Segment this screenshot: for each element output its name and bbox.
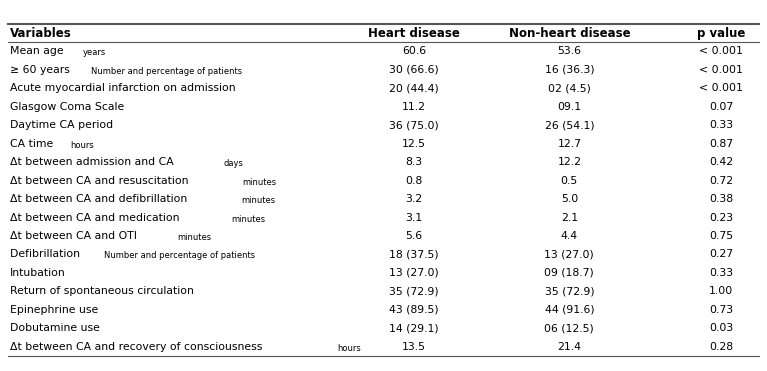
Text: minutes: minutes [177, 233, 211, 242]
Text: Δt between CA and recovery of consciousness: Δt between CA and recovery of consciousn… [0, 370, 1, 371]
Text: 0.33: 0.33 [709, 120, 733, 130]
Text: 0.27: 0.27 [709, 249, 733, 259]
Text: 09.1: 09.1 [558, 102, 581, 112]
Text: 0.75: 0.75 [709, 231, 733, 241]
Text: Number and percentage of patients: Number and percentage of patients [104, 252, 255, 260]
Text: Δt between CA and resuscitation: Δt between CA and resuscitation [10, 175, 193, 186]
Text: Δt between admission and CA: Δt between admission and CA [0, 370, 1, 371]
Text: 11.2: 11.2 [402, 102, 426, 112]
Text: 3.2: 3.2 [405, 194, 423, 204]
Text: < 0.001: < 0.001 [700, 46, 743, 56]
Text: days: days [224, 159, 244, 168]
Text: Variables: Variables [10, 27, 72, 40]
Text: Intubation: Intubation [10, 268, 66, 278]
Text: 35 (72.9): 35 (72.9) [545, 286, 594, 296]
Text: 12.7: 12.7 [558, 139, 581, 149]
Text: 02 (4.5): 02 (4.5) [548, 83, 591, 93]
Text: 8.3: 8.3 [405, 157, 423, 167]
Text: 0.8: 0.8 [405, 175, 423, 186]
Text: Heart disease: Heart disease [368, 27, 459, 40]
Text: Non-heart disease: Non-heart disease [509, 27, 630, 40]
Text: hours: hours [337, 344, 360, 353]
Text: 0.28: 0.28 [709, 342, 733, 352]
Text: Acute myocardial infarction on admission: Acute myocardial infarction on admission [10, 83, 236, 93]
Text: 2.1: 2.1 [561, 213, 578, 223]
Text: years: years [83, 49, 107, 58]
Text: 12.5: 12.5 [402, 139, 426, 149]
Text: 18 (37.5): 18 (37.5) [389, 249, 439, 259]
Text: 21.4: 21.4 [558, 342, 581, 352]
Text: < 0.001: < 0.001 [700, 65, 743, 75]
Text: 13 (27.0): 13 (27.0) [389, 268, 439, 278]
Text: Δt between CA and medication: Δt between CA and medication [10, 213, 183, 223]
Text: Δt between CA and recovery of consciousness: Δt between CA and recovery of consciousn… [10, 342, 266, 352]
Text: Daytime CA period: Daytime CA period [10, 120, 114, 130]
Text: 35 (72.9): 35 (72.9) [389, 286, 439, 296]
Text: p value: p value [697, 27, 746, 40]
Text: 09 (18.7): 09 (18.7) [545, 268, 594, 278]
Text: minutes: minutes [231, 214, 265, 224]
Text: 60.6: 60.6 [402, 46, 426, 56]
Text: 0.07: 0.07 [709, 102, 733, 112]
Text: Δt between CA and defibrillation: Δt between CA and defibrillation [0, 370, 1, 371]
Text: Number and percentage of patients: Number and percentage of patients [91, 67, 242, 76]
Text: 16 (36.3): 16 (36.3) [545, 65, 594, 75]
Text: ≥ 60 years: ≥ 60 years [10, 65, 74, 75]
Text: 13 (27.0): 13 (27.0) [545, 249, 594, 259]
Text: 3.1: 3.1 [405, 213, 423, 223]
Text: hours: hours [70, 141, 94, 150]
Text: Δt between CA and defibrillation: Δt between CA and defibrillation [10, 194, 191, 204]
Text: Return of spontaneous circulation: Return of spontaneous circulation [10, 286, 194, 296]
Text: 53.6: 53.6 [558, 46, 581, 56]
Text: 30 (66.6): 30 (66.6) [389, 65, 439, 75]
Text: 0.87: 0.87 [709, 139, 733, 149]
Text: 26 (54.1): 26 (54.1) [545, 120, 594, 130]
Text: Glasgow Coma Scale: Glasgow Coma Scale [10, 102, 124, 112]
Text: 5.6: 5.6 [405, 231, 423, 241]
Text: Dobutamine use: Dobutamine use [10, 323, 100, 333]
Text: 0.42: 0.42 [709, 157, 733, 167]
Text: minutes: minutes [242, 178, 277, 187]
Text: 43 (89.5): 43 (89.5) [389, 305, 439, 315]
Text: 20 (44.4): 20 (44.4) [389, 83, 439, 93]
Text: 0.73: 0.73 [709, 305, 733, 315]
Text: 06 (12.5): 06 (12.5) [545, 323, 594, 333]
Text: Δt between CA and OTI: Δt between CA and OTI [0, 370, 1, 371]
Text: Epinephrine use: Epinephrine use [10, 305, 98, 315]
Text: 0.03: 0.03 [709, 323, 733, 333]
Text: Δt between CA and OTI: Δt between CA and OTI [10, 231, 140, 241]
Text: 1.00: 1.00 [709, 286, 733, 296]
Text: Defibrillation: Defibrillation [0, 370, 1, 371]
Text: 0.23: 0.23 [709, 213, 733, 223]
Text: Δt between admission and CA: Δt between admission and CA [10, 157, 177, 167]
Text: Mean age: Mean age [10, 46, 67, 56]
Text: CA time: CA time [0, 370, 1, 371]
Text: 44 (91.6): 44 (91.6) [545, 305, 594, 315]
Text: 5.0: 5.0 [561, 194, 578, 204]
Text: ≥ 60 years: ≥ 60 years [0, 370, 1, 371]
Text: 13.5: 13.5 [402, 342, 426, 352]
Text: Mean age: Mean age [0, 370, 1, 371]
Text: CA time: CA time [10, 139, 57, 149]
Text: 36 (75.0): 36 (75.0) [389, 120, 439, 130]
Text: 4.4: 4.4 [561, 231, 578, 241]
Text: < 0.001: < 0.001 [700, 83, 743, 93]
Text: minutes: minutes [241, 196, 275, 205]
Text: 0.72: 0.72 [709, 175, 733, 186]
Text: 0.38: 0.38 [709, 194, 733, 204]
Text: Δt between CA and resuscitation: Δt between CA and resuscitation [0, 370, 1, 371]
Text: 12.2: 12.2 [558, 157, 581, 167]
Text: 0.33: 0.33 [709, 268, 733, 278]
Text: Defibrillation: Defibrillation [10, 249, 84, 259]
Text: Δt between CA and medication: Δt between CA and medication [0, 370, 1, 371]
Text: 0.5: 0.5 [561, 175, 578, 186]
Text: 14 (29.1): 14 (29.1) [389, 323, 439, 333]
